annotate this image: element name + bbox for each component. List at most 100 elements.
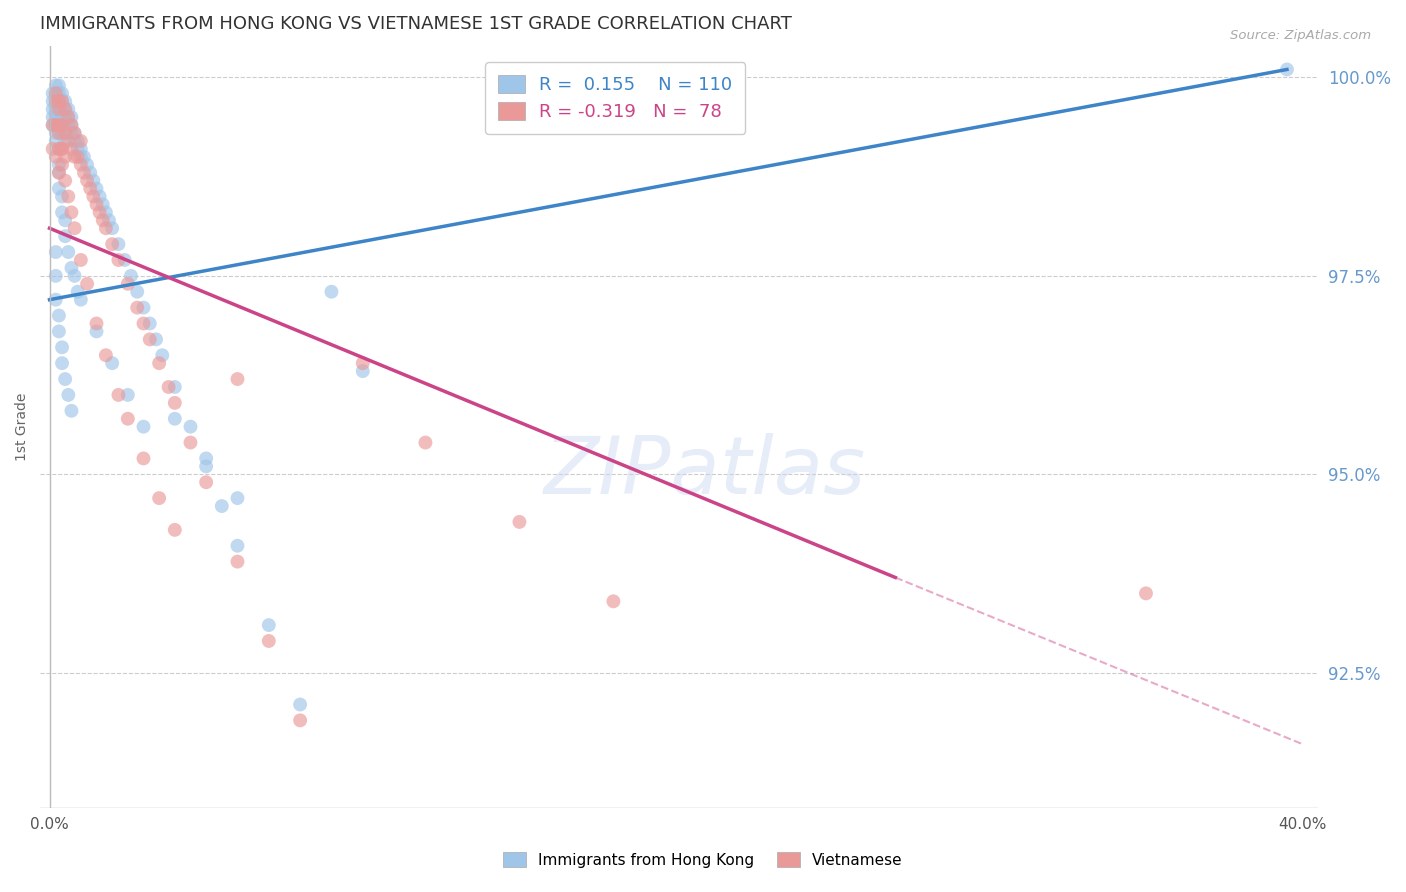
Point	[53, 110, 76, 124]
Point	[117, 277, 139, 291]
Point	[602, 594, 624, 608]
Point	[60, 260, 83, 275]
Point	[48, 94, 70, 108]
Point	[60, 205, 83, 219]
Point	[53, 372, 76, 386]
Point	[60, 126, 83, 140]
Point	[58, 245, 80, 260]
Point	[195, 459, 218, 474]
Point	[48, 78, 70, 93]
Point	[82, 173, 104, 187]
Point	[53, 134, 76, 148]
Point	[179, 419, 201, 434]
Point	[51, 110, 73, 124]
Point	[211, 499, 233, 513]
Point	[163, 380, 186, 394]
Point	[73, 150, 96, 164]
Point	[51, 189, 73, 203]
Point	[48, 110, 70, 124]
Point	[1135, 586, 1157, 600]
Point	[163, 411, 186, 425]
Point	[51, 118, 73, 132]
Point	[60, 118, 83, 132]
Point	[48, 87, 70, 101]
Point	[257, 618, 280, 632]
Text: Source: ZipAtlas.com: Source: ZipAtlas.com	[1230, 29, 1371, 42]
Point	[48, 309, 70, 323]
Point	[45, 268, 67, 283]
Point	[45, 126, 67, 140]
Point	[53, 118, 76, 132]
Point	[89, 189, 111, 203]
Point	[69, 158, 91, 172]
Point	[51, 356, 73, 370]
Text: ZIPatlas: ZIPatlas	[544, 434, 866, 511]
Point	[257, 634, 280, 648]
Point	[86, 317, 108, 331]
Point	[195, 475, 218, 490]
Point	[91, 213, 114, 227]
Point	[45, 118, 67, 132]
Point	[45, 94, 67, 108]
Point	[41, 118, 63, 132]
Point	[132, 451, 155, 466]
Point	[48, 118, 70, 132]
Point	[58, 102, 80, 116]
Point	[139, 332, 162, 346]
Point	[321, 285, 343, 299]
Point	[132, 419, 155, 434]
Point	[114, 252, 136, 267]
Point	[69, 142, 91, 156]
Point	[48, 158, 70, 172]
Point	[157, 380, 180, 394]
Point	[63, 126, 86, 140]
Point	[45, 94, 67, 108]
Point	[53, 102, 76, 116]
Point	[76, 277, 98, 291]
Point	[94, 348, 117, 362]
Point	[48, 166, 70, 180]
Point	[163, 523, 186, 537]
Point	[179, 435, 201, 450]
Point	[48, 126, 70, 140]
Point	[94, 221, 117, 235]
Point	[117, 388, 139, 402]
Point	[508, 515, 530, 529]
Point	[41, 142, 63, 156]
Point	[51, 126, 73, 140]
Point	[45, 134, 67, 148]
Point	[45, 293, 67, 307]
Point	[45, 87, 67, 101]
Point	[41, 102, 63, 116]
Point	[101, 221, 124, 235]
Point	[132, 301, 155, 315]
Point	[94, 205, 117, 219]
Point	[76, 173, 98, 187]
Point	[69, 134, 91, 148]
Point	[45, 102, 67, 116]
Point	[48, 142, 70, 156]
Point	[98, 213, 121, 227]
Legend: Immigrants from Hong Kong, Vietnamese: Immigrants from Hong Kong, Vietnamese	[495, 844, 911, 875]
Point	[69, 293, 91, 307]
Point	[195, 451, 218, 466]
Point	[148, 356, 170, 370]
Point	[86, 197, 108, 211]
Point	[148, 491, 170, 505]
Point	[66, 142, 89, 156]
Point	[60, 118, 83, 132]
Point	[107, 237, 129, 252]
Point	[117, 411, 139, 425]
Point	[101, 356, 124, 370]
Point	[150, 348, 173, 362]
Point	[51, 94, 73, 108]
Point	[60, 404, 83, 418]
Point	[45, 110, 67, 124]
Point	[107, 388, 129, 402]
Point	[89, 205, 111, 219]
Point	[53, 150, 76, 164]
Point	[48, 126, 70, 140]
Point	[45, 150, 67, 164]
Point	[58, 126, 80, 140]
Point	[63, 150, 86, 164]
